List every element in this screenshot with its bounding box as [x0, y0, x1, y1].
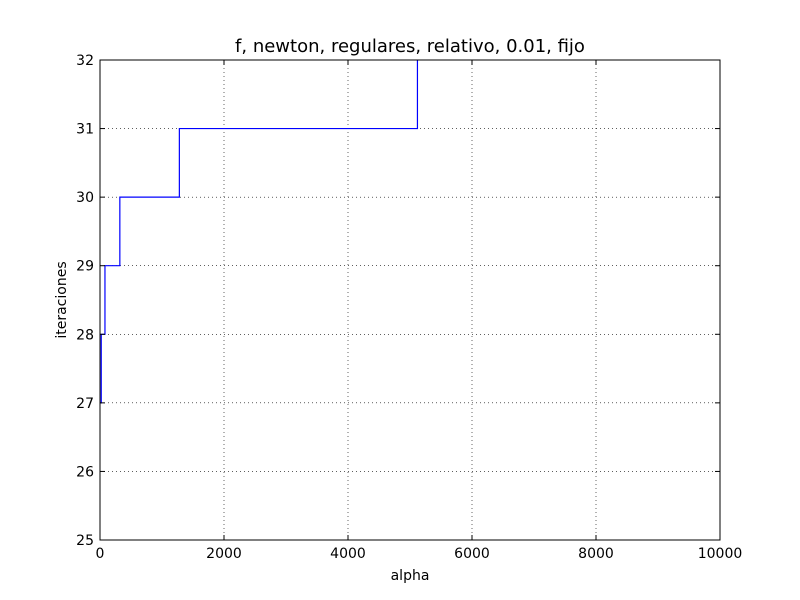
chart-title: f, newton, regulares, relativo, 0.01, fi…: [235, 36, 585, 57]
y-tick-label: 26: [76, 464, 94, 480]
grid: [100, 60, 720, 540]
x-tick-label: 0: [96, 546, 105, 562]
x-tick-label: 10000: [698, 546, 743, 562]
x-tick-label: 6000: [454, 546, 490, 562]
y-axis-label: iteraciones: [54, 261, 70, 338]
y-tick-label: 32: [76, 53, 94, 69]
x-tick-label: 2000: [206, 546, 242, 562]
y-tick-label: 28: [76, 327, 94, 343]
y-tick-label: 30: [76, 190, 94, 206]
plot-frame: [99, 59, 721, 541]
y-tick-label: 29: [76, 259, 94, 275]
y-tick-label: 27: [76, 396, 94, 412]
y-tick-label: 31: [76, 122, 94, 138]
ticks: 0 2000 4000 6000 8000 10000 25 26 27 28 29 30 31 32: [76, 53, 742, 562]
series-line: [100, 60, 419, 404]
x-axis-label: alpha: [391, 568, 430, 584]
x-tick-label: 4000: [330, 546, 366, 562]
y-tick-label: 25: [76, 533, 94, 549]
x-tick-label: 8000: [578, 546, 614, 562]
series-layer: [100, 60, 419, 404]
